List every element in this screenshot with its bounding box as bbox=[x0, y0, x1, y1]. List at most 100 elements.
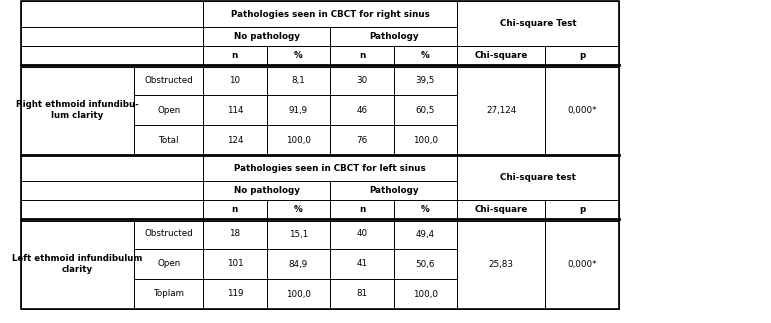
Text: 25,83: 25,83 bbox=[489, 259, 513, 268]
Text: No pathology: No pathology bbox=[234, 186, 300, 195]
Bar bbox=[203, 219, 267, 249]
Text: 41: 41 bbox=[356, 259, 368, 268]
Text: 100,0: 100,0 bbox=[413, 289, 438, 298]
Bar bbox=[267, 279, 330, 309]
Bar bbox=[21, 181, 203, 200]
Bar bbox=[545, 46, 618, 65]
Text: 0,000*: 0,000* bbox=[567, 259, 597, 268]
Bar bbox=[267, 125, 330, 155]
Text: Pathology: Pathology bbox=[369, 32, 419, 41]
Bar bbox=[330, 200, 394, 219]
Text: 81: 81 bbox=[356, 289, 368, 298]
Bar bbox=[457, 219, 545, 309]
Bar bbox=[394, 125, 457, 155]
Text: Obstructed: Obstructed bbox=[144, 76, 193, 85]
Text: p: p bbox=[579, 51, 585, 60]
Text: 39,5: 39,5 bbox=[416, 76, 435, 85]
Bar bbox=[545, 219, 618, 309]
Text: 100,0: 100,0 bbox=[286, 136, 311, 144]
Bar bbox=[330, 219, 394, 249]
Bar bbox=[330, 46, 394, 65]
Text: 30: 30 bbox=[356, 76, 368, 85]
Text: Chi-square Test: Chi-square Test bbox=[500, 19, 576, 28]
Text: 91,9: 91,9 bbox=[289, 106, 308, 114]
Bar bbox=[134, 249, 203, 279]
Text: 60,5: 60,5 bbox=[416, 106, 435, 114]
Bar bbox=[330, 95, 394, 125]
Text: Pathologies seen in CBCT for right sinus: Pathologies seen in CBCT for right sinus bbox=[231, 9, 429, 18]
Bar bbox=[394, 249, 457, 279]
Bar bbox=[21, 219, 134, 309]
Bar bbox=[134, 279, 203, 309]
Bar bbox=[457, 1, 618, 46]
Text: No pathology: No pathology bbox=[234, 32, 300, 41]
Bar bbox=[394, 65, 457, 95]
Bar bbox=[267, 219, 330, 249]
Text: 0,000*: 0,000* bbox=[567, 106, 597, 114]
Bar bbox=[21, 1, 618, 309]
Bar bbox=[203, 200, 267, 219]
Bar bbox=[394, 279, 457, 309]
Bar bbox=[203, 27, 330, 46]
Text: Chi-square test: Chi-square test bbox=[500, 173, 576, 182]
Bar bbox=[21, 155, 203, 181]
Bar bbox=[267, 46, 330, 65]
Bar bbox=[330, 27, 457, 46]
Bar bbox=[203, 65, 267, 95]
Text: 119: 119 bbox=[227, 289, 243, 298]
Bar bbox=[21, 1, 203, 27]
Text: p: p bbox=[579, 205, 585, 214]
Text: 124: 124 bbox=[227, 136, 243, 144]
Bar bbox=[330, 125, 394, 155]
Text: 100,0: 100,0 bbox=[286, 289, 311, 298]
Bar bbox=[134, 219, 203, 249]
Bar bbox=[457, 65, 545, 155]
Bar bbox=[394, 200, 457, 219]
Bar bbox=[21, 27, 203, 46]
Text: 50,6: 50,6 bbox=[416, 259, 435, 268]
Text: Pathology: Pathology bbox=[369, 186, 419, 195]
Bar bbox=[21, 200, 203, 219]
Text: Pathologies seen in CBCT for left sinus: Pathologies seen in CBCT for left sinus bbox=[234, 163, 426, 172]
Text: Left ethmoid infundibulum
clarity: Left ethmoid infundibulum clarity bbox=[12, 254, 143, 274]
Text: 18: 18 bbox=[229, 230, 241, 238]
Text: Chi-square: Chi-square bbox=[475, 205, 528, 214]
Bar bbox=[134, 125, 203, 155]
Text: Open: Open bbox=[157, 259, 180, 268]
Bar bbox=[330, 279, 394, 309]
Text: %: % bbox=[421, 205, 429, 214]
Text: n: n bbox=[232, 205, 238, 214]
Bar bbox=[394, 46, 457, 65]
Bar bbox=[545, 200, 618, 219]
Bar bbox=[21, 46, 203, 65]
Text: 114: 114 bbox=[227, 106, 243, 114]
Bar bbox=[330, 249, 394, 279]
Bar bbox=[134, 95, 203, 125]
Bar bbox=[394, 219, 457, 249]
Text: Chi-square: Chi-square bbox=[475, 51, 528, 60]
Bar bbox=[21, 65, 134, 155]
Bar bbox=[203, 95, 267, 125]
Text: Obstructed: Obstructed bbox=[144, 230, 193, 238]
Bar bbox=[457, 46, 545, 65]
Text: n: n bbox=[359, 51, 365, 60]
Text: 49,4: 49,4 bbox=[416, 230, 435, 238]
Bar bbox=[203, 249, 267, 279]
Bar bbox=[330, 181, 457, 200]
Bar bbox=[545, 65, 618, 155]
Bar bbox=[267, 249, 330, 279]
Bar bbox=[457, 155, 618, 200]
Text: Total: Total bbox=[159, 136, 179, 144]
Text: 76: 76 bbox=[356, 136, 368, 144]
Bar bbox=[267, 65, 330, 95]
Text: 101: 101 bbox=[227, 259, 243, 268]
Bar bbox=[457, 200, 545, 219]
Text: 84,9: 84,9 bbox=[289, 259, 308, 268]
Text: %: % bbox=[294, 205, 303, 214]
Text: %: % bbox=[421, 51, 429, 60]
Text: 15,1: 15,1 bbox=[289, 230, 308, 238]
Text: Right ethmoid infundibu-
lum clarity: Right ethmoid infundibu- lum clarity bbox=[16, 100, 139, 120]
Text: n: n bbox=[232, 51, 238, 60]
Text: 100,0: 100,0 bbox=[413, 136, 438, 144]
Bar bbox=[267, 95, 330, 125]
